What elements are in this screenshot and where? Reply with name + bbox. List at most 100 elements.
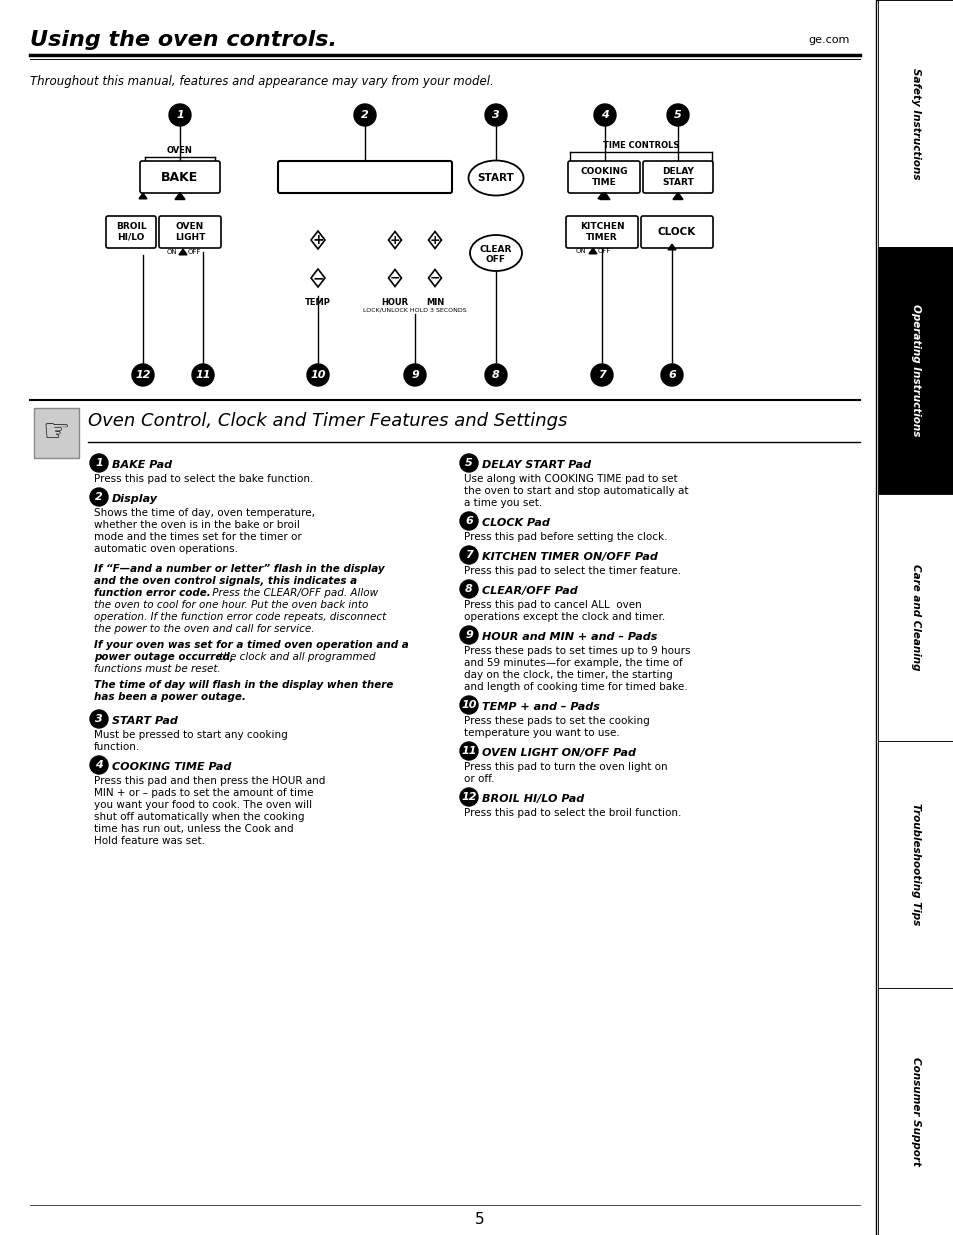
Text: TEMP: TEMP xyxy=(305,298,331,308)
Text: CLOCK: CLOCK xyxy=(658,227,696,237)
Text: Press this pad to select the timer feature.: Press this pad to select the timer featu… xyxy=(463,566,680,576)
Text: CLOCK Pad: CLOCK Pad xyxy=(481,517,549,529)
Text: START Pad: START Pad xyxy=(112,716,177,726)
Polygon shape xyxy=(388,231,401,248)
Text: the power to the oven and call for service.: the power to the oven and call for servi… xyxy=(94,624,314,634)
Ellipse shape xyxy=(468,161,523,195)
Circle shape xyxy=(594,104,616,126)
Text: OFF: OFF xyxy=(485,254,505,263)
Text: power outage occurred,: power outage occurred, xyxy=(94,652,233,662)
Text: Care and Cleaning: Care and Cleaning xyxy=(910,564,920,671)
Text: 10: 10 xyxy=(310,370,325,380)
Text: If “F—and a number or letter” flash in the display: If “F—and a number or letter” flash in t… xyxy=(94,564,384,574)
Text: OFF: OFF xyxy=(598,248,611,254)
Polygon shape xyxy=(428,231,441,248)
Text: DELAY START Pad: DELAY START Pad xyxy=(481,459,591,471)
Text: Troubleshooting Tips: Troubleshooting Tips xyxy=(910,804,920,925)
Text: KITCHEN
TIMER: KITCHEN TIMER xyxy=(579,222,623,242)
Circle shape xyxy=(459,454,477,472)
Circle shape xyxy=(459,742,477,760)
FancyBboxPatch shape xyxy=(277,161,452,193)
Text: CLEAR: CLEAR xyxy=(479,245,512,253)
Circle shape xyxy=(484,364,506,387)
Text: operations except the clock and timer.: operations except the clock and timer. xyxy=(463,613,664,622)
Circle shape xyxy=(459,580,477,598)
Text: Shows the time of day, oven temperature,: Shows the time of day, oven temperature, xyxy=(94,508,314,517)
Circle shape xyxy=(132,364,153,387)
Circle shape xyxy=(169,104,191,126)
Polygon shape xyxy=(388,269,401,287)
Polygon shape xyxy=(311,231,325,249)
Text: function error code.: function error code. xyxy=(94,588,211,598)
Text: Consumer Support: Consumer Support xyxy=(910,1057,920,1166)
Polygon shape xyxy=(672,193,682,200)
Polygon shape xyxy=(428,269,441,287)
Text: ☞: ☞ xyxy=(43,419,71,447)
Text: Press the CLEAR/OFF pad. Allow: Press the CLEAR/OFF pad. Allow xyxy=(209,588,377,598)
Polygon shape xyxy=(667,245,676,249)
Text: OVEN LIGHT ON/OFF Pad: OVEN LIGHT ON/OFF Pad xyxy=(481,748,636,758)
Text: LOCK/UNLOCK HOLD 3 SECONDS: LOCK/UNLOCK HOLD 3 SECONDS xyxy=(363,308,466,312)
FancyBboxPatch shape xyxy=(567,161,639,193)
Circle shape xyxy=(403,364,426,387)
Text: a time you set.: a time you set. xyxy=(463,498,541,508)
Text: function.: function. xyxy=(94,742,140,752)
Text: 6: 6 xyxy=(667,370,675,380)
Text: has been a power outage.: has been a power outage. xyxy=(94,692,246,701)
FancyBboxPatch shape xyxy=(159,216,221,248)
Circle shape xyxy=(90,454,108,472)
Text: DELAY
START: DELAY START xyxy=(661,167,693,186)
Text: ON: ON xyxy=(167,249,177,254)
FancyBboxPatch shape xyxy=(642,161,712,193)
Text: mode and the times set for the timer or: mode and the times set for the timer or xyxy=(94,532,301,542)
Text: Press this pad and then press the HOUR and: Press this pad and then press the HOUR a… xyxy=(94,776,325,785)
Text: −: − xyxy=(429,272,439,284)
Text: COOKING TIME Pad: COOKING TIME Pad xyxy=(112,762,232,772)
FancyBboxPatch shape xyxy=(565,216,638,248)
Circle shape xyxy=(666,104,688,126)
Text: OVEN
LIGHT: OVEN LIGHT xyxy=(174,222,205,242)
Text: CLEAR/OFF Pad: CLEAR/OFF Pad xyxy=(481,585,578,597)
Text: ON: ON xyxy=(576,248,586,254)
Text: 5: 5 xyxy=(674,110,681,120)
Circle shape xyxy=(459,513,477,530)
Text: KITCHEN TIMER ON/OFF Pad: KITCHEN TIMER ON/OFF Pad xyxy=(481,552,658,562)
Text: −: − xyxy=(390,272,400,284)
Polygon shape xyxy=(598,193,605,199)
Text: 3: 3 xyxy=(492,110,499,120)
Circle shape xyxy=(459,788,477,806)
Polygon shape xyxy=(311,269,325,287)
Text: time has run out, unless the Cook and: time has run out, unless the Cook and xyxy=(94,824,294,834)
Text: 4: 4 xyxy=(95,760,103,769)
Circle shape xyxy=(459,697,477,714)
Text: +: + xyxy=(312,233,323,247)
Text: Hold feature was set.: Hold feature was set. xyxy=(94,836,205,846)
Text: 10: 10 xyxy=(460,700,476,710)
Circle shape xyxy=(459,546,477,564)
Circle shape xyxy=(484,104,506,126)
Text: 5: 5 xyxy=(465,458,473,468)
Text: HOUR: HOUR xyxy=(381,298,408,308)
Text: TIME CONTROLS: TIME CONTROLS xyxy=(602,141,679,149)
Circle shape xyxy=(660,364,682,387)
Text: START: START xyxy=(477,173,514,183)
Text: OVEN: OVEN xyxy=(167,146,193,156)
Text: the oven to start and stop automatically at: the oven to start and stop automatically… xyxy=(463,487,688,496)
Text: Safety Instructions: Safety Instructions xyxy=(910,68,920,179)
Text: +: + xyxy=(389,233,400,247)
Text: BAKE Pad: BAKE Pad xyxy=(112,459,172,471)
Text: If your oven was set for a timed oven operation and a: If your oven was set for a timed oven op… xyxy=(94,640,408,650)
Polygon shape xyxy=(139,193,147,199)
Bar xyxy=(877,494,953,741)
Text: MIN: MIN xyxy=(425,298,444,308)
Text: day on the clock, the timer, the starting: day on the clock, the timer, the startin… xyxy=(463,671,672,680)
Text: temperature you want to use.: temperature you want to use. xyxy=(463,727,619,739)
Text: HOUR and MIN + and – Pads: HOUR and MIN + and – Pads xyxy=(481,632,657,642)
Circle shape xyxy=(307,364,329,387)
Text: and 59 minutes—for example, the time of: and 59 minutes—for example, the time of xyxy=(463,658,682,668)
Text: 2: 2 xyxy=(95,492,103,501)
Text: Press these pads to set the cooking: Press these pads to set the cooking xyxy=(463,716,649,726)
Text: 9: 9 xyxy=(411,370,418,380)
Text: 3: 3 xyxy=(95,714,103,724)
Text: 6: 6 xyxy=(465,516,473,526)
